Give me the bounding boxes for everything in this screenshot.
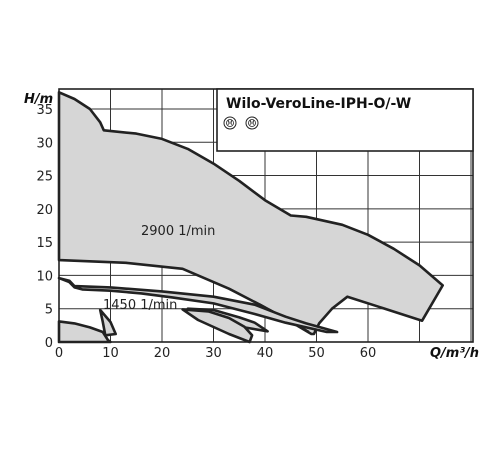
x-tick-label: 50: [308, 346, 325, 361]
y-tick-label: 20: [36, 203, 53, 218]
y-tick-label: 30: [36, 136, 53, 151]
x-tick-label: 10: [102, 346, 119, 361]
y-tick-label: 35: [36, 103, 53, 118]
series-area-6: [181, 308, 254, 344]
title-box: [216, 88, 474, 152]
motor-icon: M: [223, 116, 237, 130]
chart-title: Wilo-VeroLine-IPH-O/-W: [226, 96, 411, 112]
tick-labels: 0 10 20 30 40 50 60 0 5 10 15 20 25 30 35: [36, 103, 376, 361]
svg-text:M: M: [227, 120, 232, 127]
series-area-5: [98, 308, 117, 337]
x-tick-label: 60: [360, 346, 377, 361]
x-axis-label: Q/m³/h: [430, 346, 479, 361]
y-tick-label: 25: [36, 170, 53, 185]
y-tick-label: 10: [36, 269, 53, 284]
y-tick-label: 0: [45, 336, 53, 351]
series-area-2: [57, 276, 339, 334]
y-tick-label: 5: [45, 303, 53, 318]
y-axis-label: H/m: [24, 92, 53, 107]
x-tick-label: 30: [205, 346, 222, 361]
y-tick-label: 15: [36, 236, 53, 251]
x-tick-label: 20: [154, 346, 171, 361]
x-tick-label: 40: [257, 346, 274, 361]
speed-label-1450: 1450 1/min: [103, 298, 177, 313]
motor-icon: M: [245, 116, 259, 130]
svg-text:M: M: [249, 120, 254, 127]
x-tick-label: 0: [55, 346, 63, 361]
speed-label-2900: 2900 1/min: [141, 224, 215, 239]
